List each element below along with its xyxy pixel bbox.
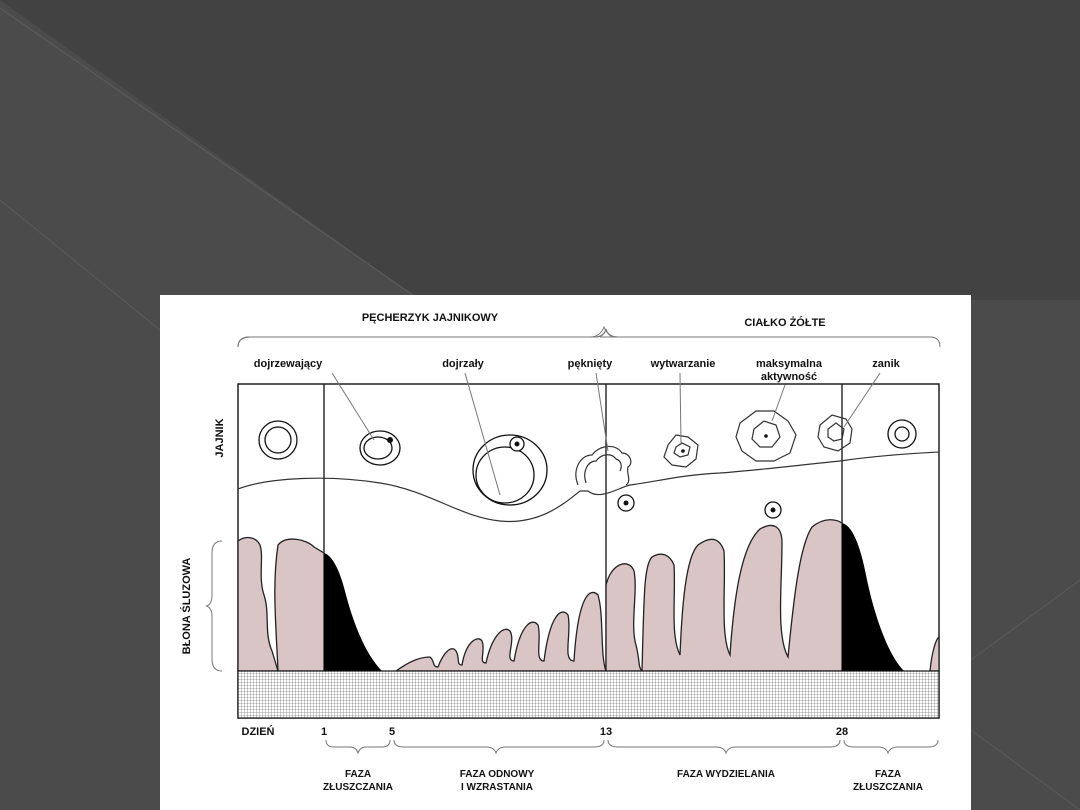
label-ruptured: pęknięty: [568, 358, 614, 370]
menstrual-cycle-diagram: PĘCHERZYK JAJNIKOWY CIAŁKO ŻÓŁTE dojrzew…: [160, 295, 971, 810]
mucosa-side-label: BŁONA ŚLUZOWA: [180, 558, 193, 655]
ovary-surface: [237, 451, 940, 523]
follicle-maturing: [359, 430, 401, 466]
phase-bracket-shedding-2: [843, 739, 939, 755]
mucosa-bracket: [205, 540, 223, 672]
phase-shedding-2-line2: ZŁUSZCZANIA: [853, 782, 923, 793]
shedding-area-1: [324, 553, 382, 671]
basal-layer: [237, 670, 940, 719]
mucosa-next-cycle: [929, 635, 940, 672]
day-tick-5: 5: [389, 726, 395, 738]
phase-secretion: FAZA WYDZIELANIA: [677, 769, 775, 780]
follicle-primary: [258, 420, 298, 460]
day-tick-13: 13: [600, 726, 612, 738]
day-tick-28: 28: [836, 726, 848, 738]
follicle-bracket: [237, 328, 607, 348]
follicle-header: PĘCHERZYK JAJNIKOWY: [362, 312, 499, 324]
follicle-ruptured: [575, 445, 632, 486]
mucosa-prior-cycle: [237, 536, 279, 672]
day-tick-1: 1: [321, 726, 327, 738]
background-shade: [0, 0, 1080, 300]
corpus-luteum-header: CIAŁKO ŻÓŁTE: [744, 316, 825, 329]
phase-bracket-secretion: [607, 739, 841, 755]
background-diagonal: [0, 199, 161, 331]
label-regression: zanik: [872, 358, 900, 370]
follicle-mature: [472, 434, 548, 506]
label-forming: wytwarzanie: [650, 358, 716, 370]
ovary-side-label: JAJNIK: [214, 418, 226, 457]
corpus-albicans: [887, 419, 917, 449]
egg-released-2: [764, 501, 782, 519]
background-diagonal: [0, 7, 421, 301]
phase-bracket-renewal: [393, 739, 605, 755]
phase-bracket-shedding-1: [325, 739, 391, 755]
label-maturing: dojrzewający: [254, 358, 323, 370]
background-diagonal: [970, 579, 1080, 661]
mucosa-prior-cycle: [274, 538, 325, 672]
phase-shedding-2-line1: FAZA: [875, 769, 901, 780]
shedding-area-2: [842, 523, 904, 671]
background-diagonal: [970, 729, 1080, 810]
label-max-activity-1: maksymalna: [756, 358, 823, 370]
phase-renewal-line1: FAZA ODNOWY: [460, 769, 535, 780]
mucosa-renewal: [393, 591, 607, 672]
phase-shedding-1-line2: ZŁUSZCZANIA: [323, 782, 393, 793]
phase-shedding-1-line1: FAZA: [345, 769, 371, 780]
corpus-luteum-max-activity: [735, 410, 797, 462]
label-mature: dojrzały: [442, 358, 484, 370]
day-axis-label: DZIEŃ: [242, 725, 275, 738]
corpus-luteum-regressing: [817, 414, 853, 452]
egg-released-1: [617, 494, 635, 512]
label-max-activity-2: aktywność: [761, 371, 817, 383]
corpus-luteum-forming: [663, 434, 699, 468]
phase-renewal-line2: I WZRASTANIA: [461, 782, 533, 793]
mucosa-secretion: [605, 519, 843, 673]
